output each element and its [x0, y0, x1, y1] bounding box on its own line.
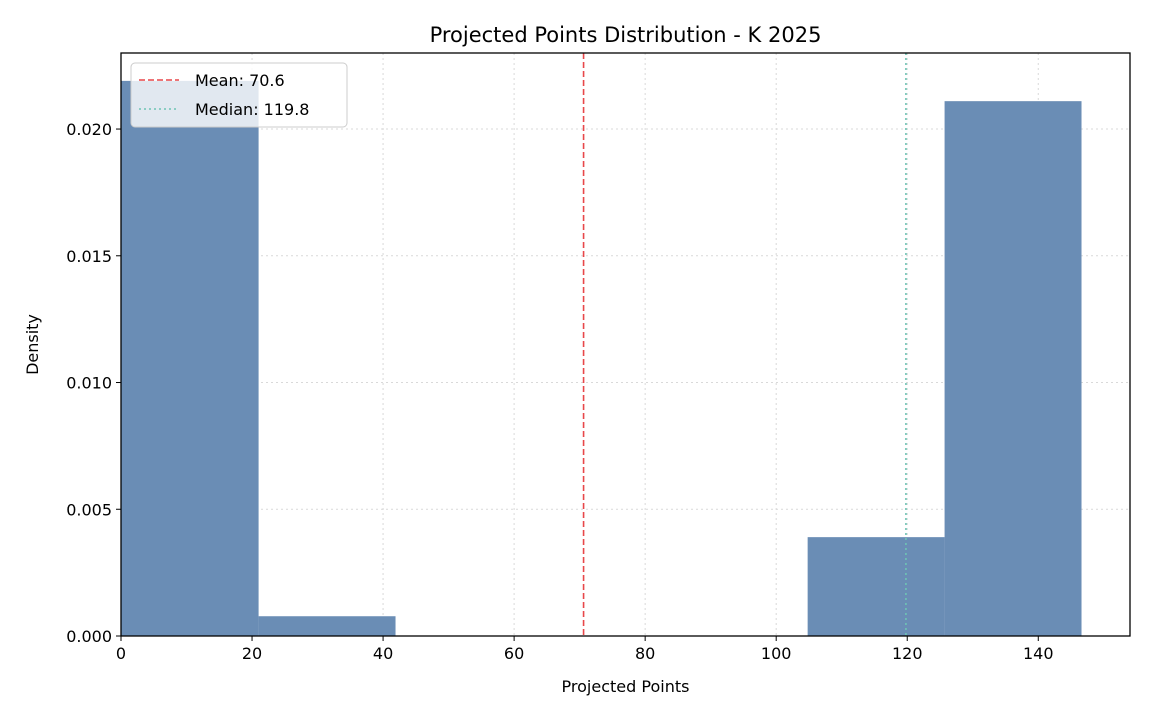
y-axis-title: Density [23, 314, 42, 375]
x-tick-label: 140 [1023, 644, 1054, 663]
y-axis: 0.000 0.005 0.010 0.015 0.020 [66, 120, 121, 646]
x-tick-label: 0 [116, 644, 126, 663]
legend-median-label: Median: 119.8 [195, 100, 309, 119]
x-axis-title: Projected Points [562, 677, 690, 696]
histogram-bar [258, 616, 396, 636]
x-axis: 0 20 40 60 80 100 120 140 [116, 636, 1054, 663]
y-tick-label: 0.020 [66, 120, 112, 139]
plot-frame [120, 52, 1131, 637]
x-tick-label: 60 [504, 644, 524, 663]
legend-box [130, 62, 348, 128]
y-tick-label: 0.000 [66, 627, 112, 646]
chart-title: Projected Points Distribution - K 2025 [430, 23, 822, 47]
x-tick-label: 120 [892, 644, 923, 663]
reference-lines [582, 53, 907, 636]
legend: Mean: 70.6 Median: 119.8 [130, 62, 348, 128]
x-tick-label: 100 [761, 644, 792, 663]
histogram-bar [944, 101, 1082, 636]
y-tick-label: 0.005 [66, 500, 112, 519]
x-tick-label: 20 [242, 644, 262, 663]
bars [121, 80, 1082, 636]
y-tick-label: 0.015 [66, 247, 112, 266]
histogram-bar [807, 537, 945, 636]
x-tick-label: 80 [635, 644, 655, 663]
y-tick-label: 0.010 [66, 374, 112, 393]
histogram-bar [121, 80, 259, 636]
legend-mean-label: Mean: 70.6 [195, 71, 285, 90]
x-tick-label: 40 [373, 644, 393, 663]
